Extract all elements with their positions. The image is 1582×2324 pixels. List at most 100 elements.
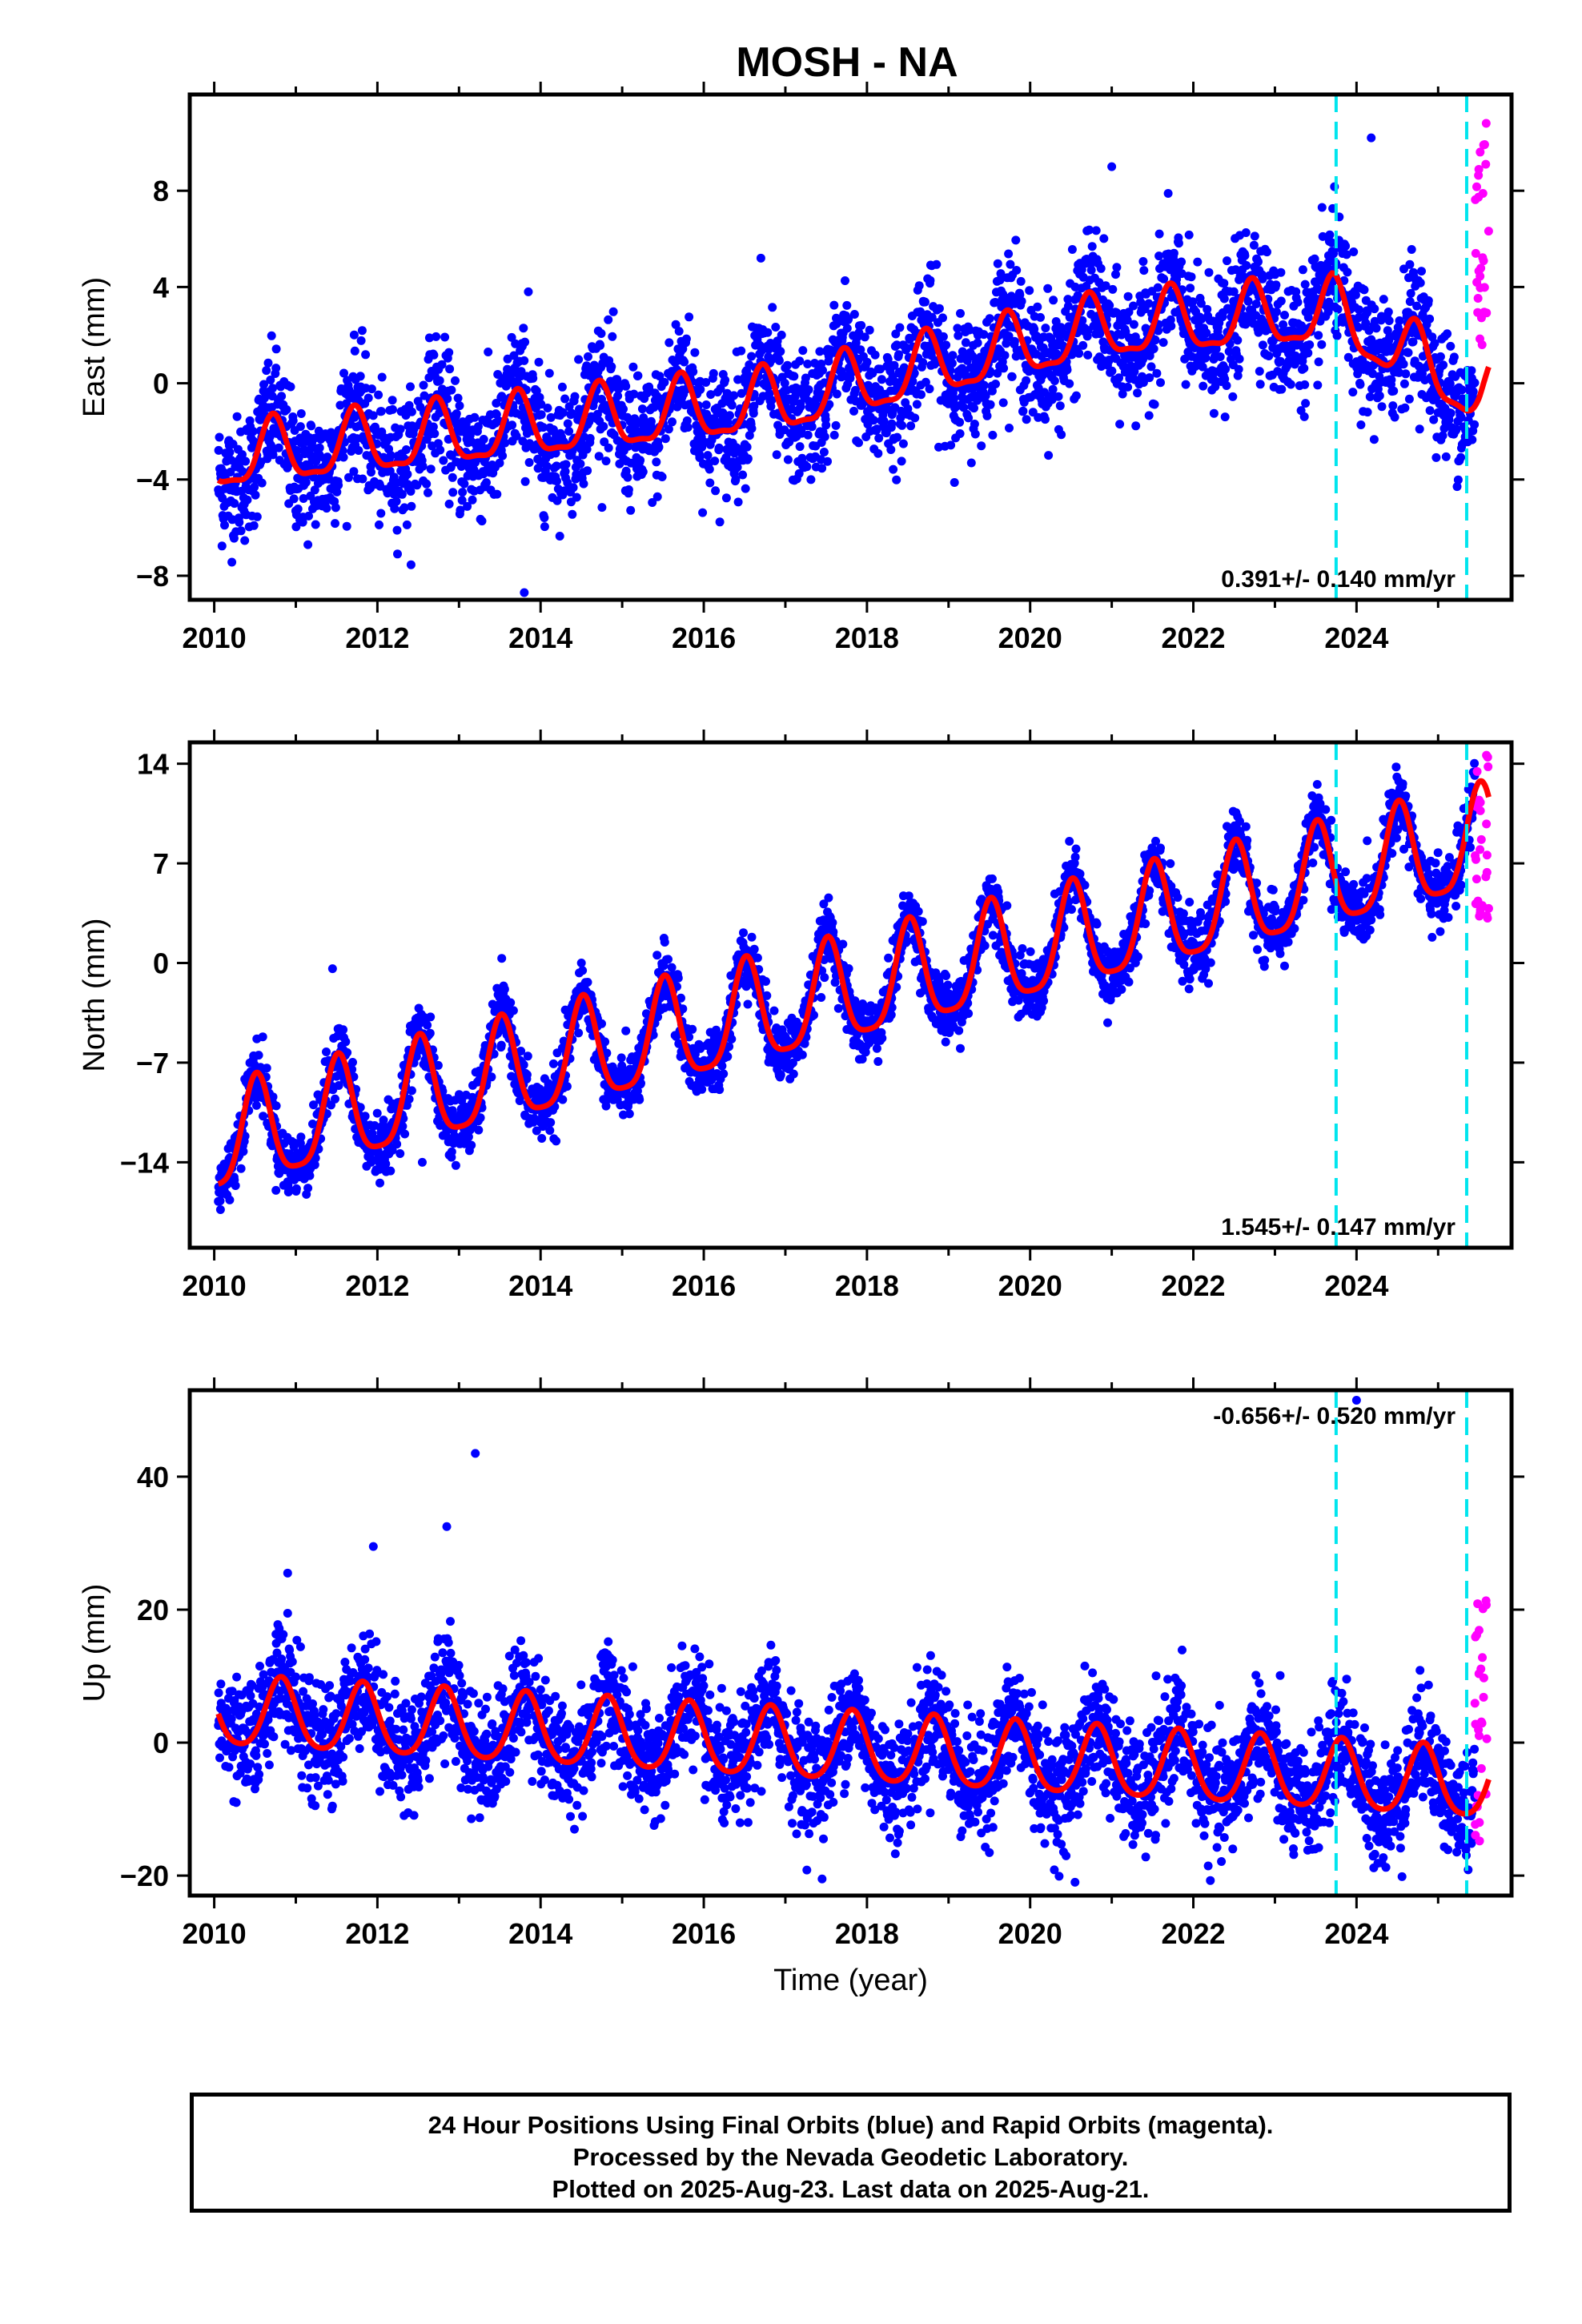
final-orbit-point xyxy=(1228,392,1238,401)
final-orbit-point xyxy=(548,425,558,434)
final-orbit-point xyxy=(685,312,694,322)
final-orbit-point xyxy=(926,275,935,285)
final-orbit-point xyxy=(568,483,578,493)
final-orbit-point xyxy=(1449,352,1459,362)
final-orbit-point xyxy=(227,515,237,525)
final-orbit-point xyxy=(624,1109,634,1119)
final-orbit-point xyxy=(585,433,595,443)
final-orbit-point xyxy=(914,281,924,291)
final-orbit-point xyxy=(1112,263,1122,272)
final-orbit-point xyxy=(1363,408,1372,417)
final-orbit-point xyxy=(893,432,902,442)
final-orbit-point xyxy=(596,329,606,338)
final-orbit-point xyxy=(600,437,609,447)
final-orbit-point xyxy=(1299,412,1309,421)
final-orbit-point xyxy=(467,1140,476,1150)
final-orbit-point xyxy=(959,403,969,412)
final-orbit-point xyxy=(961,338,970,348)
final-orbit-point xyxy=(918,358,928,368)
final-orbit-point xyxy=(241,456,251,466)
final-orbit-point xyxy=(832,389,841,399)
final-orbit-point xyxy=(1010,336,1019,346)
final-orbit-point xyxy=(403,469,412,479)
final-orbit-point xyxy=(1395,316,1404,325)
final-orbit-point xyxy=(468,495,477,505)
final-orbit-point xyxy=(1241,228,1251,237)
final-orbit-point xyxy=(727,1035,737,1043)
final-orbit-point xyxy=(624,441,632,451)
rapid-orbit-point xyxy=(1478,188,1488,198)
final-orbit-point xyxy=(497,954,507,963)
final-orbit-point xyxy=(546,1118,556,1128)
final-orbit-point xyxy=(1343,267,1352,277)
final-orbit-point xyxy=(934,304,944,313)
final-orbit-point xyxy=(1355,380,1365,389)
final-orbit-point xyxy=(719,1069,729,1079)
final-orbit-point xyxy=(777,330,786,340)
final-orbit-point xyxy=(817,464,827,473)
final-orbit-point xyxy=(1099,234,1109,243)
final-orbit-point xyxy=(426,464,436,474)
final-orbit-point xyxy=(363,393,373,403)
final-orbit-point xyxy=(768,303,777,312)
final-orbit-point xyxy=(301,477,311,487)
final-orbit-point xyxy=(718,408,728,417)
final-orbit-point xyxy=(1067,245,1077,254)
final-orbit-point xyxy=(519,324,528,333)
final-orbit-point xyxy=(1144,411,1154,420)
final-orbit-point xyxy=(1156,378,1165,388)
final-orbit-point xyxy=(528,373,538,383)
final-orbit-point xyxy=(1201,353,1211,363)
final-orbit-point xyxy=(1399,379,1409,388)
final-orbit-point xyxy=(737,346,746,356)
final-orbit-point xyxy=(404,1095,414,1104)
final-orbit-point xyxy=(372,1108,382,1118)
final-orbit-point xyxy=(993,368,1002,378)
final-orbit-point xyxy=(1343,352,1353,362)
final-orbit-point xyxy=(428,422,438,432)
final-orbit-point xyxy=(1054,392,1063,401)
final-orbit-point xyxy=(398,1121,408,1131)
final-orbit-point xyxy=(1139,266,1149,275)
final-orbit-point xyxy=(739,928,748,938)
final-orbit-point xyxy=(552,461,561,471)
final-orbit-point xyxy=(621,381,631,391)
plot-frame xyxy=(187,92,1514,602)
final-orbit-point xyxy=(430,429,440,438)
final-orbit-point xyxy=(338,446,347,456)
final-orbit-point xyxy=(619,404,628,414)
final-orbit-point xyxy=(400,1129,410,1139)
final-orbit-point xyxy=(1138,257,1148,266)
final-orbit-point xyxy=(1300,380,1310,389)
final-orbit-point xyxy=(1138,355,1147,364)
final-orbit-point xyxy=(655,372,665,381)
final-orbit-point xyxy=(1033,302,1042,312)
x-tick-label: 2012 xyxy=(345,621,409,654)
final-orbit-point xyxy=(1371,324,1381,333)
final-orbit-point xyxy=(733,497,743,507)
final-orbit-point xyxy=(803,430,813,440)
final-orbit-point xyxy=(1242,261,1251,270)
final-orbit-point xyxy=(259,1112,268,1121)
final-orbit-point xyxy=(897,420,907,430)
final-orbit-point xyxy=(621,1026,631,1035)
final-orbit-point xyxy=(1154,229,1164,239)
final-orbit-point xyxy=(1108,284,1118,294)
final-orbit-point xyxy=(1470,420,1480,429)
final-orbit-point xyxy=(1114,373,1124,383)
y-tick-label: 0 xyxy=(153,368,169,400)
final-orbit-point xyxy=(942,340,951,350)
final-orbit-point xyxy=(1365,392,1375,401)
final-orbit-point xyxy=(238,467,247,476)
final-orbit-point xyxy=(271,1185,281,1195)
final-orbit-point xyxy=(776,347,785,356)
final-orbit-point xyxy=(331,519,339,529)
final-orbit-point xyxy=(520,356,529,365)
final-orbit-point xyxy=(964,413,974,423)
final-orbit-point xyxy=(406,487,416,496)
final-orbit-point xyxy=(552,476,561,486)
final-orbit-point xyxy=(343,1047,352,1057)
final-orbit-point xyxy=(392,1140,402,1149)
rapid-orbit-point xyxy=(1476,271,1485,281)
final-orbit-point xyxy=(1202,328,1211,338)
